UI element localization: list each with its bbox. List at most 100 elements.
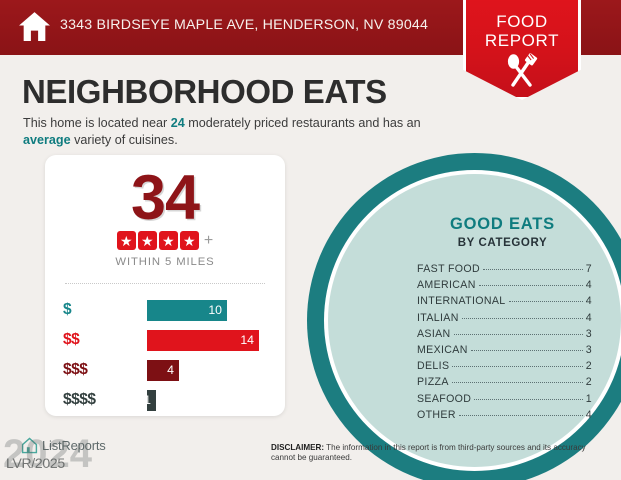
category-row: INTERNATIONAL 4 [417, 295, 592, 311]
bar-track: 1 [144, 389, 275, 411]
bar-label: $$$ [63, 361, 88, 378]
star-plus-sign: + [203, 231, 214, 249]
category-leader-dots [458, 414, 583, 416]
bar-row: $$$ 4 [63, 355, 275, 385]
category-name: INTERNATIONAL [417, 295, 506, 308]
star-icon: ★ [183, 232, 196, 249]
category-leader-dots [453, 333, 583, 335]
category-value: 4 [585, 279, 592, 292]
disclaimer-text: The information in this report is from t… [271, 443, 586, 463]
page-subtitle: This home is located near 24 moderately … [23, 115, 443, 148]
category-value: 4 [585, 295, 592, 308]
bar: 10 [147, 299, 227, 321]
good-eats-circle-core [328, 174, 621, 467]
category-value: 7 [585, 263, 592, 275]
star-icon: ★ [141, 232, 154, 249]
badge-label: FOOD REPORT [463, 12, 581, 50]
watermark-source: LVR/2025 [6, 455, 65, 471]
bar-value: 14 [240, 333, 254, 347]
category-row: FAST FOOD 7 [417, 263, 592, 279]
listreports-logo-text: ListReports [42, 438, 106, 453]
category-name: SEAFOOD [417, 392, 472, 405]
category-row: AMERICAN 4 [417, 279, 592, 295]
bar-value: 1 [144, 393, 151, 407]
score-card: 34 ★ ★ ★ ★ + WITHIN 5 MILES $10 $$ 14 $$$ 4 $$$$ 1 [45, 155, 285, 416]
category-value: 4 [585, 311, 592, 324]
category-row: OTHER 4 [417, 409, 592, 425]
bar: 14 [147, 329, 259, 351]
subtitle-highlight-count: 24 [170, 116, 185, 130]
bar: 4 [147, 359, 179, 381]
watermark-year: 2024 [3, 432, 92, 476]
page-title: NEIGHBORHOOD EATS [22, 73, 387, 110]
good-eats-subtitle: BY CATEGORY [457, 237, 548, 249]
good-eats-circle [307, 153, 621, 480]
category-row: DELIS 2 [417, 360, 592, 376]
card-divider [65, 283, 265, 284]
bar-value: 10 [208, 303, 222, 317]
bar-value: 4 [167, 363, 174, 377]
subtitle-part-1: This home is located near [23, 116, 171, 130]
category-leader-dots [474, 398, 583, 400]
bar-row: $$$$ 1 [63, 385, 275, 415]
star-tile: ★ [116, 231, 136, 250]
category-value: 3 [585, 343, 592, 356]
star-tile: ★ [158, 231, 178, 250]
subtitle-highlight-variety: average [23, 132, 71, 147]
category-name: AMERICAN [417, 279, 476, 292]
subtitle-part-3: variety of cuisines. [70, 132, 178, 147]
bar-label: $$$$ [63, 391, 96, 408]
category-value: 2 [585, 376, 592, 389]
within-radius-label: WITHIN 5 MILES [115, 256, 215, 268]
good-eats-title: GOOD EATS [450, 215, 555, 233]
house-logo-icon [21, 437, 38, 454]
bar-row: $$ 14 [63, 325, 275, 355]
category-name: MEXICAN [417, 343, 468, 356]
category-row: ASIAN 3 [417, 328, 592, 344]
star-tile: ★ [137, 231, 157, 250]
category-name: ASIAN [417, 327, 451, 340]
disclaimer-label: DISCLAIMER: [271, 443, 325, 452]
category-row: PIZZA 2 [417, 376, 592, 392]
badge-label-line2: REPORT [484, 31, 560, 50]
category-list: FAST FOOD 7 AMERICAN 4 INTERNATIONAL 4 ITALIAN… [395, 263, 610, 425]
category-name: FAST FOOD [417, 263, 480, 275]
price-tier-bar-chart: $10 $$ 14 $$$ 4 $$$$ 1 [63, 295, 275, 415]
category-row: SEAFOOD 1 [417, 393, 592, 409]
star-icon: ★ [120, 232, 133, 249]
category-name: OTHER [417, 408, 456, 421]
restaurant-score: 34 [130, 163, 200, 233]
category-name: ITALIAN [417, 311, 459, 324]
bar: 1 [144, 389, 156, 411]
category-leader-dots [470, 349, 583, 351]
subtitle-part-2: moderately priced restaurants and has an [184, 116, 421, 130]
star-tile: ★ [179, 231, 199, 250]
food-report-badge: FOOD REPORT [463, 0, 581, 100]
category-leader-dots [478, 285, 583, 287]
bar-track: 4 [147, 359, 275, 381]
fork-and-spoon-icon [507, 53, 538, 87]
category-value: 3 [585, 327, 592, 340]
category-value: 1 [585, 392, 592, 405]
category-name: PIZZA [417, 376, 449, 389]
good-eats-circle-ring [324, 170, 621, 471]
category-row: MEXICAN 3 [417, 344, 592, 360]
disclaimer: DISCLAIMER: The information in this repo… [271, 443, 601, 463]
category-leader-dots [451, 382, 583, 384]
category-leader-dots [452, 366, 583, 368]
bar-label: $$ [63, 331, 80, 348]
property-address: 3343 BIRDSEYE MAPLE AVE, HENDERSON, NV 8… [60, 17, 429, 33]
category-leader-dots [483, 269, 583, 270]
badge-label-line1: FOOD [496, 12, 548, 31]
category-value: 4 [585, 408, 592, 421]
category-leader-dots [508, 301, 583, 303]
category-name: DELIS [417, 360, 450, 373]
home-icon [19, 12, 50, 41]
bar-label: $ [63, 301, 72, 318]
bar-track: 10 [147, 299, 275, 321]
category-value: 2 [585, 360, 592, 373]
listreports-logo[interactable]: ListReports [21, 437, 106, 454]
good-eats-panel: GOOD EATS BY CATEGORY FAST FOOD 7 AMERICAN… [395, 215, 610, 425]
category-leader-dots [461, 317, 583, 319]
